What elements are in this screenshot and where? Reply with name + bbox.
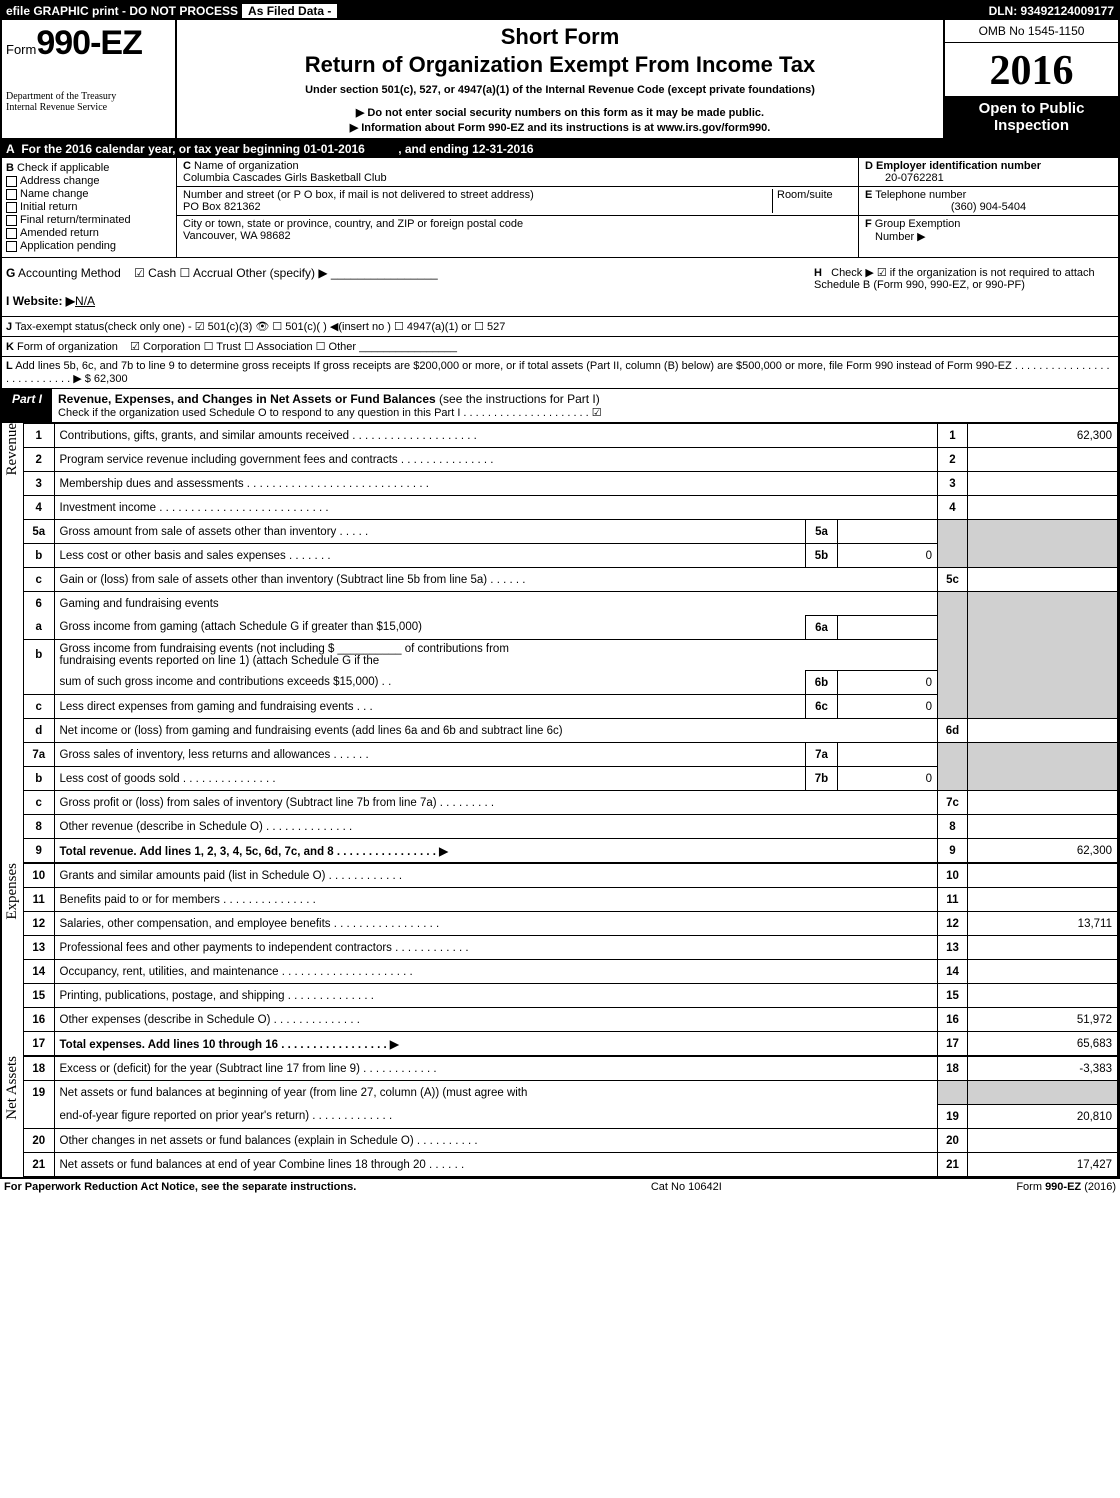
line-6: 6Gaming and fundraising events — [24, 592, 1118, 616]
asfiled-pill: As Filed Data - — [242, 4, 337, 18]
open-inspection-badge: Open to Public Inspection — [945, 96, 1118, 139]
tax-year: 2016 — [945, 43, 1118, 96]
line-16: 16Other expenses (describe in Schedule O… — [24, 1008, 1118, 1032]
chk-amended-return[interactable]: Amended return — [6, 227, 172, 239]
line-12: 12Salaries, other compensation, and empl… — [24, 912, 1118, 936]
dept-irs: Internal Revenue Service — [6, 102, 171, 113]
room-suite: Room/suite — [772, 189, 852, 213]
section-bcdef: B Check if applicable Address change Nam… — [2, 158, 1118, 258]
line-13: 13Professional fees and other payments t… — [24, 936, 1118, 960]
form-header: Form990-EZ Department of the Treasury In… — [2, 20, 1118, 140]
under-section: Under section 501(c), 527, or 4947(a)(1)… — [185, 84, 935, 96]
line-1: 1Contributions, gifts, grants, and simil… — [24, 424, 1118, 448]
form-number: 990-EZ — [36, 24, 142, 62]
row-j: J Tax-exempt status(check only one) - ☑ … — [2, 317, 1118, 337]
chk-name-change[interactable]: Name change — [6, 188, 172, 200]
ein: 20-0762281 — [865, 172, 944, 184]
line-8: 8Other revenue (describe in Schedule O) … — [24, 815, 1118, 839]
top-black-bar: efile GRAPHIC print - DO NOT PROCESS As … — [2, 2, 1118, 20]
line-5a: 5aGross amount from sale of assets other… — [24, 520, 1118, 544]
row-l: L Add lines 5b, 6c, and 7b to line 9 to … — [2, 357, 1118, 389]
expenses-label: Expenses — [4, 863, 21, 920]
org-address: PO Box 821362 — [183, 201, 261, 213]
line-18-amount: -3,383 — [968, 1057, 1118, 1081]
paperwork-notice: For Paperwork Reduction Act Notice, see … — [4, 1181, 356, 1193]
line-21-amount: 17,427 — [968, 1153, 1118, 1177]
col-def: D Employer identification number 20-0762… — [858, 158, 1118, 257]
line-16-amount: 51,972 — [968, 1008, 1118, 1032]
part-1-header: Part I Revenue, Expenses, and Changes in… — [2, 389, 1118, 423]
form-word: Form — [6, 42, 36, 57]
org-city: Vancouver, WA 98682 — [183, 230, 291, 242]
telephone: (360) 904-5404 — [865, 201, 1112, 213]
line-7a: 7aGross sales of inventory, less returns… — [24, 743, 1118, 767]
chk-application-pending[interactable]: Application pending — [6, 240, 172, 252]
chk-address-change[interactable]: Address change — [6, 175, 172, 187]
expenses-section: Expenses 10Grants and similar amounts pa… — [2, 863, 1118, 1056]
line-14: 14Occupancy, rent, utilities, and mainte… — [24, 960, 1118, 984]
line-19: 19Net assets or fund balances at beginni… — [24, 1081, 1118, 1105]
line-5c: cGain or (loss) from sale of assets othe… — [24, 568, 1118, 592]
chk-final-return[interactable]: Final return/terminated — [6, 214, 172, 226]
line-3: 3Membership dues and assessments . . . .… — [24, 472, 1118, 496]
omb-number: OMB No 1545-1150 — [945, 20, 1118, 43]
line-12-amount: 13,711 — [968, 912, 1118, 936]
chk-initial-return[interactable]: Initial return — [6, 201, 172, 213]
cat-no: Cat No 10642I — [651, 1181, 722, 1193]
form-ref: Form 990-EZ (2016) — [1016, 1181, 1116, 1193]
line-17: 17Total expenses. Add lines 10 through 1… — [24, 1032, 1118, 1056]
line-9: 9Total revenue. Add lines 1, 2, 3, 4, 5c… — [24, 839, 1118, 863]
line-20: 20Other changes in net assets or fund ba… — [24, 1129, 1118, 1153]
line-2: 2Program service revenue including gover… — [24, 448, 1118, 472]
revenue-label: Revenue — [4, 423, 21, 475]
line-11: 11Benefits paid to or for members . . . … — [24, 888, 1118, 912]
schedule-b-check: Check ▶ ☑ if the organization is not req… — [814, 267, 1095, 291]
line-6d: dNet income or (loss) from gaming and fu… — [24, 719, 1118, 743]
col-b: B Check if applicable Address change Nam… — [2, 158, 177, 257]
instruction-1: ▶ Do not enter social security numbers o… — [185, 106, 935, 119]
line-4: 4Investment income . . . . . . . . . . .… — [24, 496, 1118, 520]
row-k: K Form of organization ☑ Corporation ☐ T… — [2, 337, 1118, 357]
revenue-section: Revenue 1Contributions, gifts, grants, a… — [2, 423, 1118, 863]
line-10: 10Grants and similar amounts paid (list … — [24, 864, 1118, 888]
website: N/A — [75, 294, 95, 308]
instruction-2: ▶ Information about Form 990-EZ and its … — [185, 121, 935, 134]
dept-treasury: Department of the Treasury — [6, 91, 171, 102]
line-18: 18Excess or (deficit) for the year (Subt… — [24, 1057, 1118, 1081]
line-17-amount: 65,683 — [968, 1032, 1118, 1056]
efile-label: efile GRAPHIC print - DO NOT PROCESS — [6, 4, 238, 18]
line-15: 15Printing, publications, postage, and s… — [24, 984, 1118, 1008]
col-c: C Name of organization Columbia Cascades… — [177, 158, 858, 257]
row-a: A For the 2016 calendar year, or tax yea… — [2, 140, 1118, 158]
line-9-amount: 62,300 — [968, 839, 1118, 863]
org-name: Columbia Cascades Girls Basketball Club — [183, 172, 387, 184]
return-title: Return of Organization Exempt From Incom… — [185, 52, 935, 78]
section-gh: G Accounting Method ☑ Cash ☐ Accrual Oth… — [2, 258, 1118, 317]
dln: DLN: 93492124009177 — [989, 4, 1114, 18]
short-form-title: Short Form — [185, 24, 935, 50]
net-assets-label: Net Assets — [4, 1056, 21, 1120]
page-footer: For Paperwork Reduction Act Notice, see … — [0, 1179, 1120, 1195]
net-assets-section: Net Assets 18Excess or (deficit) for the… — [2, 1056, 1118, 1177]
line-19-amount: 20,810 — [968, 1105, 1118, 1129]
line-21: 21Net assets or fund balances at end of … — [24, 1153, 1118, 1177]
accounting-method-options: ☑ Cash ☐ Accrual Other (specify) ▶ — [134, 266, 327, 280]
line-7c: cGross profit or (loss) from sales of in… — [24, 791, 1118, 815]
line-1-amount: 62,300 — [968, 424, 1118, 448]
